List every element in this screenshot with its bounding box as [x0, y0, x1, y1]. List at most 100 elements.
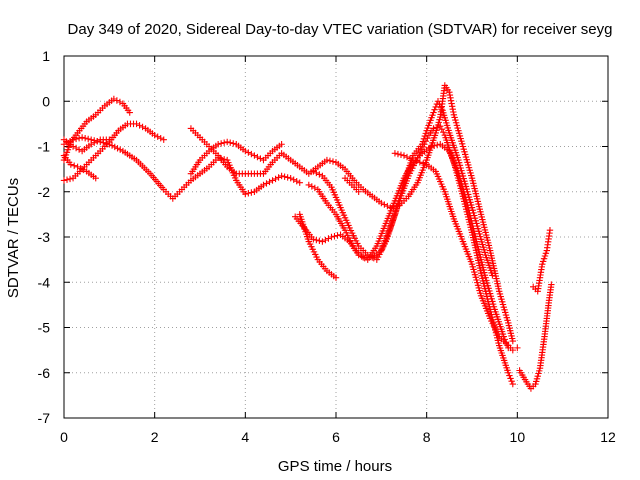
- data-point: [313, 236, 320, 244]
- data-point: [269, 177, 276, 184]
- data-point: [113, 97, 121, 104]
- data-point: [117, 146, 124, 153]
- y-tick-label: -1: [38, 139, 51, 155]
- data-point: [72, 144, 80, 152]
- data-point: [251, 152, 258, 159]
- data-point: [217, 140, 225, 147]
- data-point: [296, 179, 303, 186]
- data-point: [133, 120, 140, 128]
- data-point: [438, 125, 445, 133]
- data-point: [242, 190, 249, 198]
- data-point: [287, 174, 294, 182]
- y-tick-label: 1: [42, 48, 50, 64]
- series-6: [187, 82, 516, 345]
- series-3: [60, 152, 99, 182]
- data-point: [322, 236, 329, 244]
- data-point: [542, 250, 550, 257]
- data-point: [114, 145, 121, 152]
- data-point: [126, 109, 133, 116]
- data-point: [400, 152, 408, 159]
- data-point: [63, 176, 71, 183]
- data-point: [378, 199, 385, 207]
- data-point: [539, 258, 547, 265]
- data-point: [275, 174, 282, 181]
- x-tick-label: 8: [423, 429, 431, 445]
- data-point: [418, 146, 425, 153]
- data-point: [116, 98, 124, 106]
- data-point: [91, 139, 98, 146]
- data-point: [75, 135, 83, 142]
- data-point: [308, 183, 316, 190]
- data-point: [108, 142, 116, 149]
- data-point: [447, 97, 455, 104]
- series-7: [187, 138, 285, 177]
- data-point: [316, 171, 323, 178]
- y-tick-label: -4: [38, 274, 51, 290]
- data-point: [329, 158, 337, 165]
- data-point: [514, 344, 521, 352]
- data-point: [489, 272, 496, 279]
- series-11: [310, 98, 496, 279]
- data-point: [448, 100, 455, 107]
- data-point: [106, 136, 113, 143]
- x-tick-label: 2: [151, 429, 159, 445]
- data-point: [334, 232, 341, 239]
- data-point: [367, 253, 374, 260]
- data-point: [284, 174, 291, 181]
- data-point: [428, 143, 435, 150]
- data-point: [139, 123, 146, 131]
- data-point: [450, 108, 457, 116]
- data-point: [67, 161, 74, 168]
- data-point: [316, 237, 323, 244]
- data-point: [331, 233, 338, 240]
- data-point: [136, 122, 143, 129]
- data-point: [361, 254, 368, 262]
- y-tick-label: -5: [38, 320, 51, 336]
- data-point: [381, 201, 388, 208]
- data-point: [406, 155, 414, 162]
- data-point: [84, 135, 92, 143]
- data-point: [290, 176, 297, 183]
- data-point: [446, 89, 453, 96]
- y-tick-label: -6: [38, 365, 51, 381]
- data-point: [151, 131, 158, 139]
- y-tick-label: 0: [42, 93, 50, 109]
- data-point: [80, 166, 87, 174]
- data-point: [245, 149, 252, 156]
- data-point: [323, 156, 331, 164]
- series-14: [516, 281, 555, 392]
- y-tick-label: -2: [38, 184, 51, 200]
- x-tick-label: 4: [241, 429, 249, 445]
- data-point: [437, 104, 445, 111]
- x-tick-label: 10: [510, 429, 526, 445]
- data-point: [227, 139, 234, 146]
- data-point: [69, 143, 77, 150]
- data-point: [446, 91, 454, 99]
- y-axis-label: SDTVAR / TECUs: [5, 178, 22, 298]
- data-point: [436, 101, 443, 108]
- x-axis-label: GPS time / hours: [278, 458, 392, 475]
- data-point: [422, 130, 429, 137]
- data-point: [509, 380, 516, 388]
- data-point: [418, 141, 426, 148]
- series-1: [60, 120, 167, 184]
- x-tick-label: 6: [332, 429, 340, 445]
- data-point: [77, 165, 84, 172]
- data-point: [507, 375, 514, 382]
- data-point: [310, 168, 317, 175]
- data-point: [434, 141, 441, 149]
- series-15: [530, 227, 554, 295]
- data-point: [540, 255, 548, 262]
- data-point: [355, 188, 362, 195]
- data-point: [92, 174, 99, 182]
- data-point: [509, 337, 516, 345]
- data-point: [384, 202, 391, 210]
- data-point: [326, 157, 334, 165]
- data-point: [508, 378, 515, 385]
- data-point: [111, 143, 118, 151]
- data-point: [325, 235, 332, 242]
- data-point: [281, 173, 288, 180]
- data-point: [328, 233, 335, 241]
- data-point: [430, 109, 437, 116]
